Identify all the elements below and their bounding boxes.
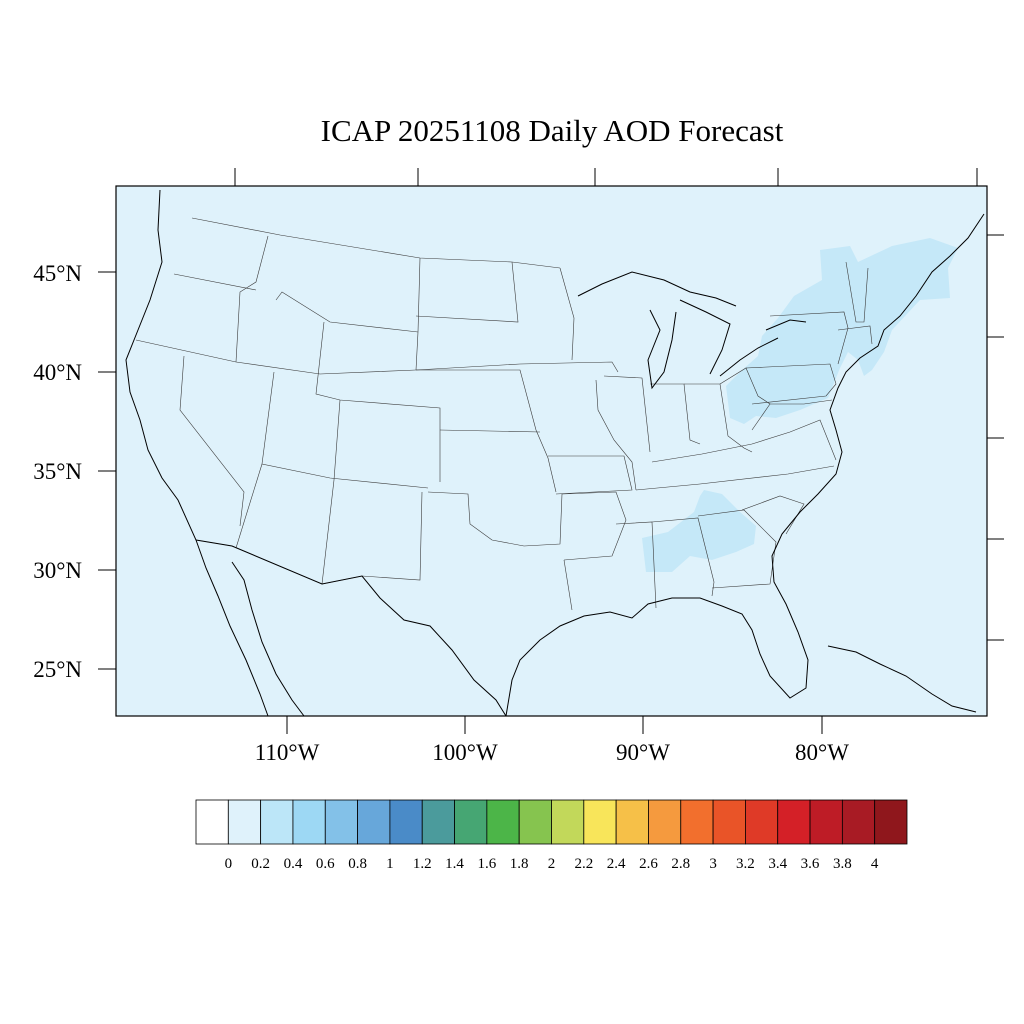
- aod-colorbar: [195, 799, 908, 845]
- colorbar-tick-label: 3: [709, 856, 717, 872]
- colorbar-tick-label: 3.6: [801, 856, 820, 872]
- pacific-coast: [125, 189, 269, 717]
- colorbar-swatch: [841, 799, 876, 845]
- colorbar-swatch: [777, 799, 811, 845]
- colorbar-tick-label: 2.4: [607, 856, 626, 872]
- colorbar-tick-label: 0.6: [316, 856, 335, 872]
- colorbar-swatch: [421, 799, 455, 845]
- colorbar-swatch: [389, 799, 423, 845]
- colorbar-swatch: [357, 799, 391, 845]
- coastlines: [125, 189, 985, 717]
- gulf-coast: [505, 213, 985, 717]
- colorbar-tick-label: 3.2: [736, 856, 755, 872]
- lat-label-40n: 40°N: [33, 360, 82, 385]
- colorbar-tick-label: 3.4: [768, 856, 787, 872]
- colorbar-tick-label: 3.8: [833, 856, 852, 872]
- lat-label-35n: 35°N: [33, 459, 82, 484]
- lon-label-110w: 110°W: [255, 740, 320, 765]
- aod-patch-northeast: [726, 238, 958, 424]
- colorbar-swatch: [583, 799, 617, 845]
- lon-label-100w: 100°W: [432, 740, 498, 765]
- lon-label-90w: 90°W: [616, 740, 670, 765]
- colorbar-tick-label: 2.8: [671, 856, 690, 872]
- colorbar-swatch: [486, 799, 520, 845]
- state-borders: [135, 217, 873, 611]
- colorbar-tick-label: 2: [548, 856, 556, 872]
- colorbar-swatch: [454, 799, 488, 845]
- colorbar-swatch: [292, 799, 326, 845]
- colorbar-swatch: [195, 799, 229, 845]
- map-title: ICAP 20251108 Daily AOD Forecast: [321, 113, 784, 148]
- colorbar-swatch: [551, 799, 585, 845]
- colorbar-tick-label: 1: [386, 856, 394, 872]
- cuba-coast: [827, 645, 977, 713]
- lat-label-45n: 45°N: [33, 261, 82, 286]
- colorbar-swatch: [518, 799, 552, 845]
- colorbar-tick-label: 0.4: [284, 856, 303, 872]
- colorbar-tick-label: 1.8: [510, 856, 529, 872]
- colorbar-swatch: [809, 799, 843, 845]
- colorbar-swatch: [712, 799, 746, 845]
- aod-patch-southeast: [642, 490, 756, 572]
- great-lakes: [577, 271, 807, 390]
- colorbar-swatch: [324, 799, 358, 845]
- colorbar-swatch: [648, 799, 682, 845]
- colorbar-tick-label: 0.8: [348, 856, 367, 872]
- aod-colorbar-labels: 0 0.2 0.4 0.6 0.8 1 1.2 1.4 1.6 1.8 2 2.2 2.4 2.6 2.8 3…: [225, 856, 879, 872]
- colorbar-tick-label: 0: [225, 856, 233, 872]
- colorbar-swatch: [680, 799, 714, 845]
- colorbar-tick-label: 1.2: [413, 856, 432, 872]
- colorbar-tick-label: 1.4: [445, 856, 464, 872]
- lon-label-80w: 80°W: [795, 740, 849, 765]
- colorbar-tick-label: 2.2: [574, 856, 593, 872]
- colorbar-swatch: [260, 799, 294, 845]
- lat-label-30n: 30°N: [33, 558, 82, 583]
- map-body: [125, 189, 985, 717]
- colorbar-swatch: [227, 799, 262, 845]
- map-frame: [115, 185, 988, 717]
- axis-ticks: [98, 168, 1004, 734]
- elevated-aod-regions: [642, 238, 958, 572]
- colorbar-tick-label: 1.6: [477, 856, 496, 872]
- lat-label-25n: 25°N: [33, 657, 82, 682]
- mexico-border: [195, 539, 507, 717]
- colorbar-swatch: [615, 799, 649, 845]
- colorbar-tick-label: 4: [871, 856, 879, 872]
- colorbar-swatch: [874, 799, 908, 845]
- colorbar-swatch: [745, 799, 779, 845]
- colorbar-tick-label: 2.6: [639, 856, 658, 872]
- colorbar-tick-label: 0.2: [251, 856, 270, 872]
- baja-coast: [231, 561, 305, 717]
